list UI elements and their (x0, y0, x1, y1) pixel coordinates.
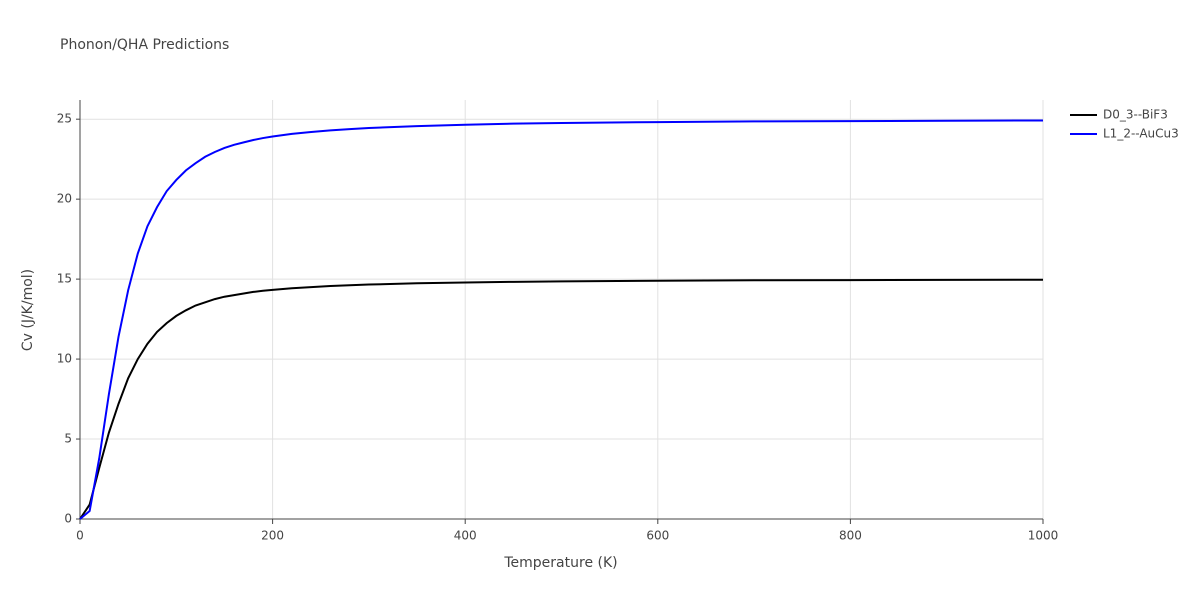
x-tick-label: 0 (76, 529, 84, 543)
line (79, 119, 1044, 520)
y-tick-label: 5 (64, 432, 72, 446)
legend-label: D0_3--BiF3 (1103, 108, 1168, 122)
y-tick-label: 15 (57, 272, 72, 286)
y-tick-label: 25 (57, 112, 72, 126)
legend-label: L1_2--AuCu3 (1103, 127, 1179, 141)
x-tick-label: 600 (646, 529, 669, 543)
x-tick-label: 1000 (1028, 529, 1059, 543)
chart-title: Phonon/QHA Predictions (60, 37, 229, 53)
y-tick-label: 10 (57, 352, 72, 366)
line (79, 278, 1044, 520)
x-tick-label: 200 (261, 529, 284, 543)
y-axis-title: Cv (J/K/mol) (20, 269, 36, 351)
x-tick-label: 400 (454, 529, 477, 543)
x-tick-label: 800 (839, 529, 862, 543)
y-tick-label: 20 (57, 192, 72, 206)
y-tick-label: 0 (64, 512, 72, 526)
x-axis-title: Temperature (K) (503, 555, 617, 571)
